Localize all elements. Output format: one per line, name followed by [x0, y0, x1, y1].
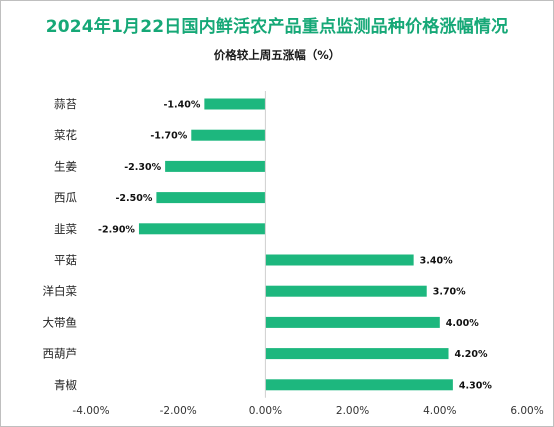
bar [165, 160, 266, 172]
bar [265, 379, 453, 391]
category-label: 西瓜 [54, 191, 77, 205]
bar [191, 129, 266, 141]
data-labels: -1.40% -1.70% -2.30% -2.50% -2.90% 3.40% 3.70%… [98, 100, 492, 392]
x-tick-label: -4.00% [72, 405, 109, 417]
bars [138, 98, 453, 391]
bar [156, 192, 266, 204]
data-label: 4.30% [459, 380, 492, 391]
data-label: 3.70% [433, 287, 466, 298]
bar [265, 316, 440, 328]
x-tick-label: 2.00% [336, 405, 369, 417]
bar [265, 348, 449, 360]
data-label: -1.70% [150, 131, 187, 142]
category-label: 青椒 [54, 378, 77, 392]
category-label: 平菇 [54, 253, 77, 267]
x-tick-label: -2.00% [160, 405, 197, 417]
data-label: 4.20% [455, 349, 488, 360]
category-label: 西葫芦 [43, 347, 78, 361]
category-label: 洋白菜 [43, 284, 78, 298]
x-tick-label: 6.00% [510, 405, 543, 417]
data-label: -2.90% [98, 224, 135, 235]
x-tick-label: 0.00% [249, 405, 282, 417]
bar [204, 98, 266, 110]
data-label: -1.40% [163, 100, 200, 111]
category-label: 蒜苔 [54, 97, 77, 111]
category-label: 菜花 [54, 128, 77, 142]
category-label: 韭菜 [54, 222, 77, 236]
bar [265, 285, 427, 297]
data-label: 4.00% [446, 318, 479, 329]
category-label: 大带鱼 [43, 315, 78, 329]
chart-title: 2024年1月22日国内鲜活农产品重点监测品种价格涨幅情况 [45, 17, 509, 37]
data-label: -2.30% [124, 162, 161, 173]
chart-subtitle: 价格较上周五涨幅（%） [213, 48, 341, 62]
data-label: -2.50% [115, 193, 152, 204]
x-tick-labels: -4.00% -2.00% 0.00% 2.00% 4.00% 6.00% [72, 405, 543, 417]
x-tick-label: 4.00% [423, 405, 456, 417]
bar [265, 254, 414, 266]
bar [138, 223, 266, 235]
category-label: 生姜 [54, 159, 77, 173]
data-label: 3.40% [420, 256, 453, 267]
